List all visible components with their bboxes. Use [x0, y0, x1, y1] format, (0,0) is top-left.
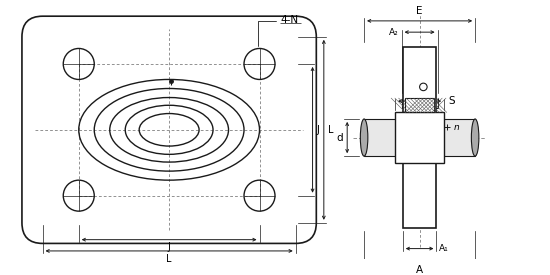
Bar — [405, 98, 434, 112]
Text: A₂: A₂ — [389, 28, 399, 37]
Bar — [436, 119, 475, 156]
Text: n: n — [454, 123, 459, 132]
Text: A: A — [416, 265, 423, 275]
Bar — [364, 119, 403, 156]
Text: S: S — [448, 96, 454, 106]
Text: L: L — [167, 254, 172, 264]
Text: L: L — [328, 125, 333, 135]
Ellipse shape — [360, 119, 368, 156]
Text: A₁: A₁ — [439, 244, 449, 253]
Circle shape — [420, 83, 427, 91]
Text: 4-N: 4-N — [280, 15, 298, 25]
Bar — [403, 47, 436, 228]
Text: d: d — [337, 133, 343, 142]
Text: E: E — [416, 6, 423, 16]
FancyBboxPatch shape — [22, 16, 316, 243]
Text: J: J — [168, 243, 170, 252]
Ellipse shape — [471, 119, 479, 156]
Text: J: J — [316, 125, 319, 135]
Bar — [395, 112, 444, 163]
